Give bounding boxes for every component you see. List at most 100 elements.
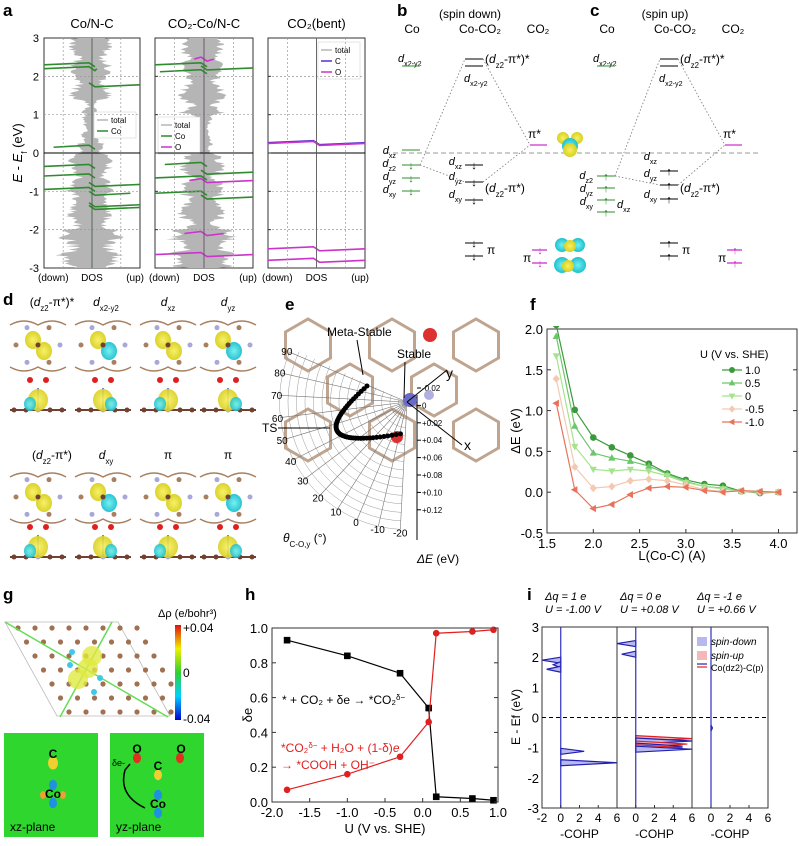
atom — [35, 494, 41, 500]
x-tick-label: 2.5 — [631, 536, 649, 551]
co-label-dxz-d: d — [617, 199, 624, 211]
theta-tick-label: 90 — [281, 347, 293, 358]
atom — [24, 359, 30, 365]
yz-plane-label: yz-plane — [116, 820, 162, 834]
polar-grid-radial — [378, 401, 408, 527]
label-dxy: dxy — [449, 189, 463, 204]
legend-label: -1.0 — [745, 417, 764, 429]
y-tick-label: 0.4 — [250, 725, 268, 740]
orbital-image — [139, 472, 197, 524]
y-tick-label: 3 — [532, 620, 539, 635]
marker-square — [344, 652, 351, 660]
marker-triangle-left — [718, 488, 726, 496]
atom — [46, 325, 52, 331]
legend-label: 0.5 — [745, 378, 760, 390]
density-spot — [133, 752, 141, 764]
atom — [236, 477, 242, 483]
label-dxz-sub: xz — [455, 163, 463, 171]
marker-triangle-left — [552, 399, 559, 407]
polar-grid-arc — [313, 362, 403, 496]
de-tick-label: +0.08 — [422, 471, 443, 480]
orbital-image — [199, 320, 257, 372]
density-spot — [40, 791, 46, 799]
label-antibonding: (dz2-π*)* — [680, 52, 725, 70]
lobe-negative — [154, 397, 166, 411]
spin-arrow-icon: ↑ — [666, 180, 672, 192]
orbital-title-d: d — [99, 448, 106, 462]
label-antibonding-sub: z2 — [691, 61, 699, 70]
atom — [124, 407, 130, 413]
oxygen-atom — [92, 524, 98, 530]
carbon-atom — [134, 653, 140, 659]
y-tick-label: 1 — [33, 110, 39, 122]
atom — [88, 554, 94, 560]
atom — [214, 511, 220, 517]
atom — [76, 554, 82, 560]
atom — [59, 554, 65, 560]
orbital-image — [10, 377, 66, 413]
dos-plot-title: Co/N-C — [70, 16, 113, 31]
density-lobe — [97, 675, 103, 681]
x-label-up: (up) — [239, 273, 257, 284]
y-label-e2: E — [10, 153, 25, 162]
density-spot — [49, 779, 57, 791]
marker-triangle-left — [700, 486, 708, 495]
y-tick-label: 1.5 — [525, 363, 543, 378]
label-antibonding-post: -π*)* — [699, 52, 725, 66]
carbon-atom — [151, 709, 157, 715]
orbital-title-d: d — [34, 295, 41, 309]
panel-label-g: g — [3, 585, 13, 604]
theta-tick-label: 50 — [277, 436, 289, 447]
polar-grid-arc — [364, 383, 405, 445]
spin-arrow-icon: ↑ — [603, 183, 609, 195]
marker-circle — [627, 452, 634, 459]
correlation-dotted-line — [482, 144, 531, 183]
spin-arrow-icon: ↑ — [666, 251, 672, 263]
y-label-minus: - — [10, 162, 25, 174]
atom — [189, 554, 195, 560]
density-spot — [48, 756, 58, 770]
atom — [214, 325, 220, 331]
label-bonding: (dz2-π*) — [485, 181, 525, 199]
atom — [100, 342, 106, 348]
marker-triangle-down — [645, 468, 653, 475]
x-label-up: (up) — [126, 273, 144, 284]
theta-axis-label: θC-O,y (°) — [283, 531, 327, 549]
carbon-atom — [159, 695, 166, 701]
label-dxz-sub: xz — [650, 158, 658, 166]
atom — [59, 407, 65, 413]
orbital-image — [140, 524, 196, 560]
marker-triangle-up — [552, 332, 560, 339]
x-tick-label: 0 — [557, 811, 564, 825]
orbital-image — [140, 377, 196, 413]
theta-unit: (°) — [310, 531, 326, 545]
label-dyz-sub: yz — [650, 175, 658, 183]
lattice-hexagon — [452, 317, 500, 373]
reaction-equation-1: * + CO₂ + δe → *CO₂δ− — [282, 693, 405, 708]
column-co: Co — [404, 22, 420, 36]
orbital-image — [9, 320, 67, 372]
panel-label-a: a — [3, 1, 13, 20]
oxygen-atom — [173, 377, 179, 383]
cohp-peak-down — [560, 747, 585, 755]
carbon-atom — [57, 639, 64, 645]
orbital-title: π — [164, 448, 172, 462]
polar-grid-arc — [287, 351, 401, 522]
orbital-image — [9, 472, 67, 524]
co-label-dxz-sub: xz — [389, 152, 397, 160]
orbital-title-sub: yz — [227, 304, 235, 313]
orbital-title-post: -π*)* — [49, 295, 75, 309]
cohp-peak-down — [616, 639, 637, 648]
co-label-dxy-d: d — [580, 196, 587, 208]
marker-triangle-left — [737, 486, 745, 495]
mo-header: (spin up) — [642, 7, 689, 21]
atom — [89, 325, 95, 331]
carbon-atom — [125, 639, 132, 645]
charge-header: Δq = 1 e — [544, 591, 586, 603]
lattice-bond — [74, 472, 132, 524]
co-label-dz2-d: d — [382, 158, 389, 170]
trajectory-point — [377, 434, 383, 440]
de-tick-label: +0.04 — [422, 436, 443, 445]
atom — [177, 407, 183, 413]
carbon-atom — [57, 695, 64, 701]
